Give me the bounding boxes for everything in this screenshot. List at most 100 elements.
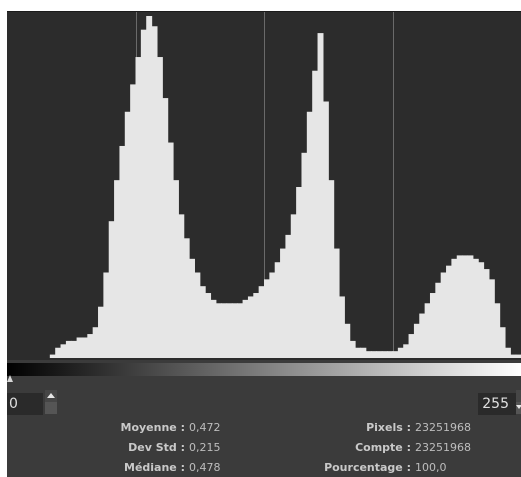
histogram-bin — [301, 152, 308, 358]
histogram-bin — [328, 180, 335, 358]
histogram-bin — [355, 347, 361, 358]
stat-count: Compte : 23251968 — [7, 439, 521, 457]
histogram-bin — [312, 70, 319, 358]
histogram-bin — [178, 214, 185, 358]
chevron-down-icon — [516, 405, 521, 409]
histogram-bin — [162, 98, 169, 358]
histogram-bin — [344, 323, 351, 358]
histogram-bin — [290, 214, 297, 358]
histogram-bin — [387, 351, 394, 358]
tonal-gradient-bar — [7, 363, 521, 376]
histogram-bin — [333, 248, 340, 358]
histogram-bin — [504, 347, 511, 358]
histogram-bin — [156, 57, 163, 358]
min-value-input[interactable]: 0 — [7, 393, 43, 415]
histogram-bin — [397, 347, 404, 358]
histogram-bin — [408, 334, 415, 358]
histogram-bin — [119, 145, 126, 358]
histogram-bin — [103, 272, 110, 358]
histogram-bin — [210, 299, 217, 358]
histogram-bin — [242, 299, 249, 358]
std-value: 0,215 — [189, 441, 221, 454]
histogram-bin — [285, 234, 292, 358]
histogram-bin — [413, 323, 420, 358]
histogram-bin — [435, 282, 442, 358]
histogram-bin — [499, 327, 506, 358]
histogram-bin — [172, 180, 179, 358]
max-decrement-button[interactable] — [516, 402, 521, 414]
histogram-bin — [403, 344, 410, 358]
histogram-bin — [472, 258, 479, 358]
stat-median: Médiane : 0,478 — [7, 459, 267, 477]
count-label: Compte : — [355, 441, 411, 454]
histogram-bin — [98, 306, 104, 358]
histogram-bin — [140, 29, 147, 359]
black-point-handle[interactable] — [7, 375, 13, 382]
histogram-bin — [55, 347, 62, 358]
histogram-bin — [429, 293, 436, 358]
histogram-bin — [247, 296, 254, 358]
histogram-panel: 0 255 Moyenne : 0,472 Dev Std : 0,215 Mé… — [7, 11, 521, 477]
histogram-bin — [92, 327, 99, 358]
max-value-input[interactable]: 255 — [478, 393, 516, 415]
histogram-bin — [151, 26, 158, 358]
histogram-bin — [365, 351, 372, 358]
histogram-bin — [381, 351, 388, 358]
histogram-bin — [264, 279, 270, 358]
histogram-bin — [194, 272, 201, 358]
histogram-bin — [167, 142, 174, 358]
stat-std: Dev Std : 0,215 — [7, 439, 267, 457]
stat-pixels: Pixels : 23251968 — [7, 419, 521, 437]
histogram-bin — [274, 262, 281, 358]
count-value: 23251968 — [415, 441, 471, 454]
histogram-bin — [462, 255, 469, 358]
histogram-bin — [456, 255, 463, 358]
histogram-bin — [135, 57, 142, 358]
histogram-bin — [71, 340, 78, 358]
max-value-spinner[interactable] — [516, 390, 521, 414]
histogram-bin — [130, 84, 137, 359]
histogram-bin — [87, 334, 94, 358]
histogram-bin — [338, 296, 345, 358]
stat-mean: Moyenne : 0,472 — [7, 419, 267, 437]
histogram-bin — [49, 354, 56, 358]
histogram-bin — [392, 351, 399, 358]
min-decrement-button[interactable] — [45, 402, 57, 414]
chevron-up-icon — [47, 393, 55, 398]
histogram-bin — [237, 303, 244, 358]
histogram-chart — [7, 12, 521, 360]
histogram-bin — [494, 303, 501, 358]
histogram-bin — [467, 255, 474, 358]
histogram-bin — [451, 258, 458, 358]
histogram-plot[interactable] — [7, 11, 521, 360]
max-increment-button[interactable] — [516, 390, 521, 402]
histogram-bin — [371, 351, 378, 358]
histogram-bin — [199, 286, 206, 358]
histogram-bin — [322, 101, 329, 358]
histogram-bin — [146, 16, 153, 358]
histogram-bin — [226, 303, 233, 358]
histogram-bin — [515, 354, 521, 358]
histogram-bin — [419, 313, 426, 358]
histogram-bin — [258, 286, 265, 358]
min-value-spinner[interactable] — [45, 390, 57, 414]
histogram-bin — [296, 187, 303, 358]
histogram-bin — [424, 303, 431, 358]
histogram-bin — [478, 262, 485, 358]
histogram-bin — [114, 180, 121, 358]
min-increment-button[interactable] — [45, 390, 57, 402]
percent-value: 100,0 — [415, 461, 447, 474]
histogram-bin — [215, 303, 222, 358]
std-label: Dev Std : — [128, 441, 185, 454]
pixels-value: 23251968 — [415, 421, 471, 434]
histogram-bin — [65, 340, 72, 358]
histogram-bin — [446, 265, 452, 358]
histogram-bin — [280, 248, 287, 358]
histogram-bin — [483, 269, 490, 358]
histogram-bin — [360, 347, 367, 358]
histogram-bin — [349, 340, 356, 358]
stat-percent: Pourcentage : 100,0 — [7, 459, 521, 477]
histogram-bin — [269, 272, 276, 358]
histogram-bin — [253, 293, 260, 358]
histogram-bin — [488, 279, 495, 358]
